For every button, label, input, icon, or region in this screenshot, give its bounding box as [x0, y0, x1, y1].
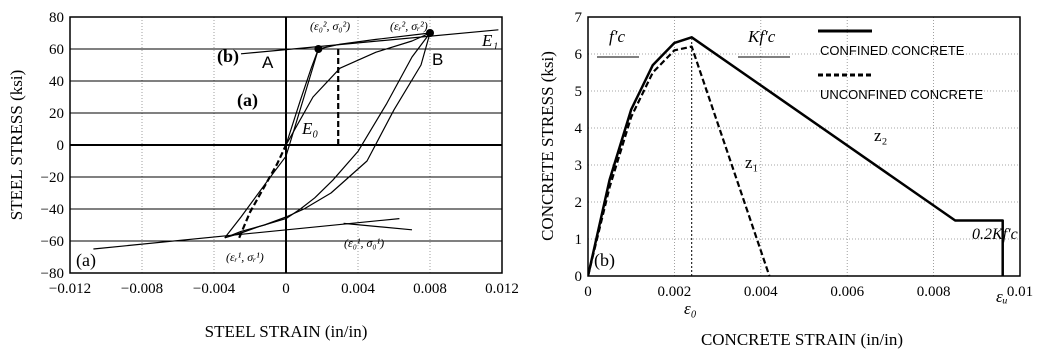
label-epsr2-sigr2: (εᵣ², σᵣ²) [390, 19, 428, 33]
concrete-tick-labels: 0 0.002 0.004 0.006 0.008 0.01 7 6 5 4 3 2 1 0 [575, 10, 1034, 300]
steel-stress-strain-chart: −0.012 −0.008 −0.004 0 0.004 0.008 0.012 80 60 40… [7, 10, 519, 341]
plot-frame [587, 16, 1021, 277]
label-eps0: ε₀ [684, 299, 697, 318]
y-tick-label: 1 [575, 232, 583, 248]
legend-unconfined-label: UNCONFINED CONCRETE [820, 87, 984, 102]
label-Kfc: Kf′c [747, 27, 776, 46]
series-line-0 [224, 32, 431, 239]
label-E1: E₁ [481, 31, 498, 50]
steel-panel-label: (a) [76, 250, 96, 271]
steel-curves [93, 29, 499, 250]
x-tick-label: 0.002 [658, 284, 692, 300]
x-tick-label: 0.008 [917, 284, 951, 300]
y-tick-label: 3 [575, 158, 583, 174]
y-tick-label: −60 [41, 234, 64, 250]
y-tick-label: −20 [41, 170, 64, 186]
y-tick-label: 5 [575, 84, 583, 100]
series-line-10 [343, 222, 413, 231]
label-0.2Kfc: 0.2Kf′c [972, 226, 1018, 243]
data-point-0 [314, 45, 323, 53]
label-z2: z₂ [874, 126, 887, 145]
label-point-A: A [262, 53, 274, 72]
series-line-4 [285, 32, 431, 146]
y-tick-label: 4 [575, 121, 583, 137]
series-line-5 [224, 32, 431, 239]
series-line-1 [224, 48, 319, 239]
concrete-panel-label: (b) [594, 250, 615, 271]
y-tick-label: −80 [41, 266, 64, 282]
steel-points [314, 29, 434, 53]
y-tick-label: −40 [41, 202, 64, 218]
label-b: (b) [217, 46, 239, 67]
steel-y-axis-label: STEEL STRESS (ksi) [7, 70, 26, 221]
label-fc: f′c [609, 27, 625, 46]
x-tick-label: −0.012 [49, 281, 91, 297]
y-tick-label: 6 [575, 47, 583, 63]
concrete-y-axis-label: CONCRETE STRESS (ksi) [538, 51, 557, 241]
label-z1: z₁ [745, 153, 758, 172]
x-tick-label: 0.012 [485, 281, 519, 297]
series-line-9 [240, 29, 499, 55]
y-tick-label: 7 [575, 10, 583, 26]
legend-confined-label: CONFINED CONCRETE [820, 43, 965, 58]
y-tick-label: 80 [49, 10, 64, 26]
y-tick-label: 0 [57, 138, 65, 154]
concrete-curves [588, 36, 1004, 276]
y-tick-label: 20 [49, 106, 64, 122]
data-point-1 [426, 29, 434, 37]
label-point-B: B [432, 50, 443, 69]
y-tick-label: 0 [575, 269, 583, 285]
x-tick-label: 0.008 [413, 281, 447, 297]
steel-tick-labels: −0.012 −0.008 −0.004 0 0.004 0.008 0.012 80 60 40… [41, 10, 519, 297]
label-epsr1-sigr1: (εᵣ¹, σᵣ¹) [226, 250, 264, 264]
x-tick-label: −0.004 [193, 281, 236, 297]
x-tick-label: 0.01 [1007, 284, 1033, 300]
series-line-0 [588, 36, 1004, 276]
plot-frame [69, 16, 503, 274]
series-line-2 [285, 48, 319, 146]
concrete-stress-strain-chart: 0 0.002 0.004 0.006 0.008 0.01 7 6 5 4 3 2 1 0 CONCRE… [538, 10, 1033, 349]
label-eps02-sig02: (ε₀², σ₀²) [310, 19, 350, 33]
label-eps01-sig01: (ε₀¹, σ₀¹) [344, 236, 384, 250]
steel-x-axis-label: STEEL STRAIN (in/in) [205, 322, 368, 341]
x-tick-label: 0.004 [744, 284, 778, 300]
concrete-legend: CONFINED CONCRETE UNCONFINED CONCRETE [818, 29, 984, 102]
x-tick-label: 0 [282, 281, 290, 297]
x-tick-label: 0.004 [341, 281, 375, 297]
y-tick-label: 2 [575, 195, 583, 211]
x-tick-label: −0.008 [121, 281, 163, 297]
concrete-x-axis-label: CONCRETE STRAIN (in/in) [701, 330, 903, 349]
x-tick-label: 0 [584, 284, 592, 300]
y-tick-label: 40 [49, 74, 64, 90]
series-line-3 [318, 32, 431, 50]
label-a: (a) [237, 90, 258, 111]
series-line-6 [238, 144, 287, 239]
label-epsu: εᵤ [996, 287, 1008, 306]
label-E0: E₀ [301, 119, 318, 138]
y-tick-label: 60 [49, 42, 64, 58]
x-tick-label: 0.006 [830, 284, 864, 300]
